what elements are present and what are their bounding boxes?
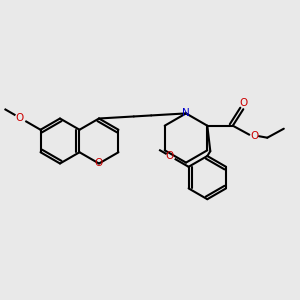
Text: N: N: [182, 108, 190, 118]
Text: O: O: [166, 151, 174, 161]
Text: O: O: [250, 131, 259, 141]
Text: O: O: [239, 98, 248, 108]
Text: O: O: [95, 158, 103, 169]
Text: O: O: [16, 113, 24, 123]
